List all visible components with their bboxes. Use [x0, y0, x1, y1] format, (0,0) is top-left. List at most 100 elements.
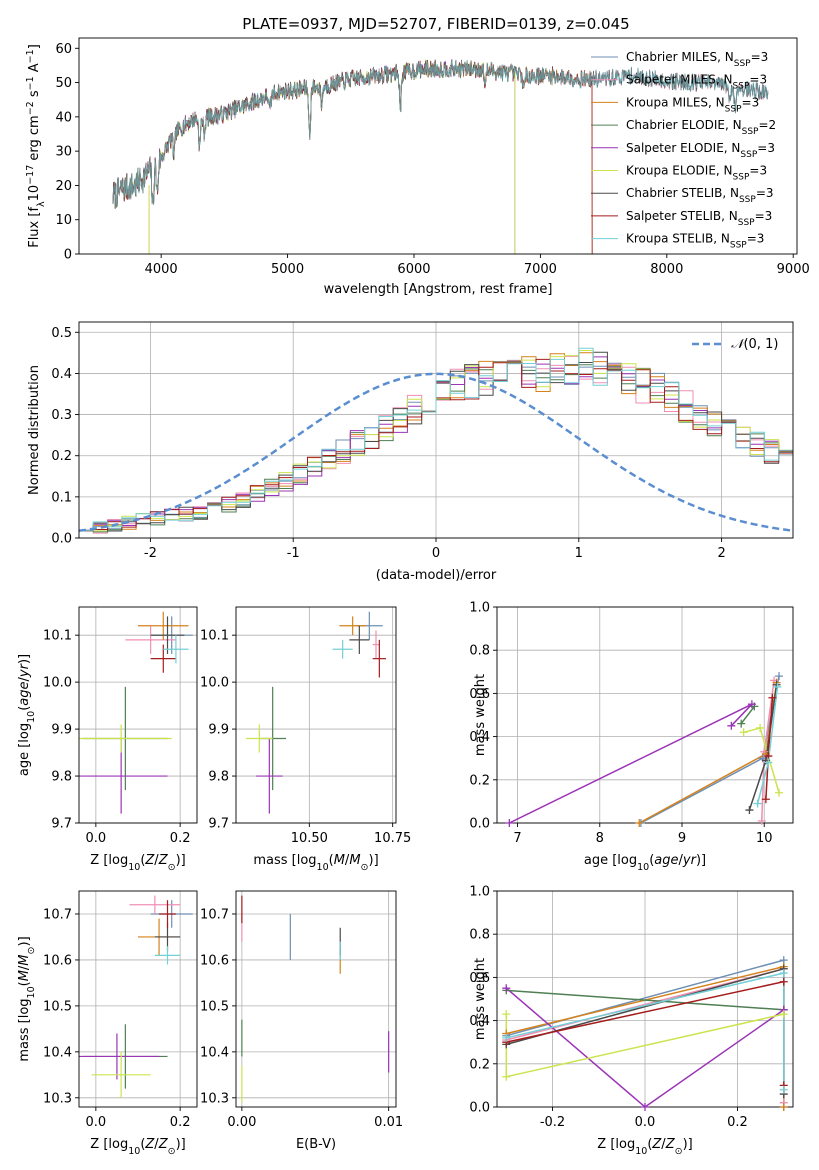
weight-marker	[779, 1010, 788, 1019]
y-tick-label: 10.5	[200, 999, 229, 1014]
y-tick-label: 10.6	[43, 953, 72, 968]
y-tick-label: 20	[55, 179, 72, 194]
y-tick-label: 40	[55, 110, 72, 125]
y-tick-label: 0.0	[51, 532, 72, 547]
spectrum-model-line	[112, 60, 593, 254]
legend-label: Kroupa STELIB, NSSP=3	[626, 232, 764, 251]
x-tick-label: 8	[596, 831, 604, 846]
age-vs-z-plot: 0.0 0.2 9.7 9.8 9.9 10.0 10.1	[43, 606, 198, 846]
x-tick-label: 9000	[777, 262, 810, 277]
weight-marker	[727, 721, 736, 730]
y-tick-label: 10.3	[200, 1091, 229, 1106]
weight-line	[506, 989, 784, 1011]
x-tick-label: 9	[678, 831, 686, 846]
weight-marker	[745, 806, 754, 815]
y-tick-label: 10	[55, 213, 72, 228]
x-axis-label: mass [log10(M/M⊙)]	[253, 853, 378, 873]
y-tick-label: 9.7	[51, 817, 72, 832]
y-tick-label: 9.7	[208, 817, 229, 832]
error-bar-point	[79, 724, 172, 753]
legend-label: Kroupa MILES, NSSP=3	[626, 95, 759, 114]
residuals-plot: -2 -1 0 1 2 0.0 0.1 0.2 0.3 0.4 0.5	[51, 321, 794, 561]
error-bar-point	[246, 724, 273, 753]
mass-vs-ebv-marks	[241, 895, 390, 1103]
y-tick-label: 0.1	[51, 490, 72, 505]
weight-marker	[756, 723, 765, 732]
error-bar-point	[349, 625, 370, 654]
y-tick-label: 9.9	[51, 723, 72, 738]
weight-marker	[768, 693, 777, 702]
legend-label: Salpeter STELIB, NSSP=3	[626, 209, 772, 228]
weight-marker	[761, 795, 770, 804]
axes-frame	[235, 890, 397, 1108]
y-tick-label: 0.0	[469, 1101, 490, 1116]
y-tick-label: 10.4	[43, 1045, 72, 1060]
x-axis-label: E(B-V)	[296, 1137, 336, 1152]
weight-line	[743, 727, 780, 794]
legend-label: Chabrier ELODIE, NSSP=2	[626, 118, 776, 137]
error-bar-point	[79, 1033, 160, 1080]
axes-frame	[235, 606, 397, 824]
spectrum-marks	[112, 59, 769, 254]
x-tick-label: 0.2	[170, 831, 191, 846]
y-tick-label: 0.3	[51, 408, 72, 423]
y-tick-label: 0.4	[51, 367, 72, 382]
y-tick-label: 0.4	[469, 730, 490, 745]
y-tick-label: 10.7	[200, 907, 229, 922]
spectrum-plot: 4000 5000 6000 7000 8000 9000 0 10 20 30 40 50 60	[55, 37, 810, 277]
axes-frame	[78, 37, 798, 255]
x-tick-label: 0.0	[635, 1115, 656, 1130]
y-tick-label: 0.2	[469, 773, 490, 788]
weight-marker	[753, 799, 762, 808]
weight-marker	[764, 758, 773, 767]
x-tick-label: 10.75	[374, 831, 411, 846]
x-tick-label: 2	[717, 546, 725, 561]
weight-marker	[502, 1033, 511, 1042]
legend-label: Salpeter ELODIE, NSSP=3	[626, 141, 775, 160]
weight-marker	[739, 728, 748, 737]
y-tick-label: 10.6	[200, 953, 229, 968]
weight-line	[740, 705, 755, 725]
x-axis-label: Z [log10(Z/Z⊙)]	[597, 1137, 692, 1157]
y-tick-label: 10.0	[200, 676, 229, 691]
residuals-marks	[79, 347, 793, 534]
x-tick-label: -1	[287, 546, 300, 561]
y-tick-label: 1.0	[469, 885, 490, 900]
error-bar-point	[339, 616, 366, 636]
y-tick-label: 10.3	[43, 1091, 72, 1106]
x-tick-label: 0.00	[227, 1115, 256, 1130]
x-axis-label: wavelength [Angstrom, rest frame]	[324, 282, 553, 297]
x-tick-label: 10.50	[291, 831, 328, 846]
weight-marker	[779, 1085, 788, 1094]
y-axis-label: age [log10(age/yr)]	[17, 654, 37, 776]
y-axis-label: mass weight	[473, 958, 488, 1040]
error-bar-point	[159, 900, 176, 928]
y-tick-label: 10.1	[43, 629, 72, 644]
y-tick-label: 9.8	[51, 770, 72, 785]
x-tick-label: 8000	[650, 262, 683, 277]
weight-marker	[775, 788, 784, 797]
legend-label: Salpeter MILES, NSSP=3	[626, 73, 767, 92]
x-tick-label: 0.0	[86, 1115, 107, 1130]
x-tick-label: 0	[432, 546, 440, 561]
legend: Chabrier MILES, NSSP=3 Salpeter MILES, NS…	[591, 50, 776, 251]
y-tick-label: 0.4	[469, 1014, 490, 1029]
weight-line	[638, 682, 778, 823]
histogram-series	[79, 359, 793, 532]
y-tick-label: 9.8	[208, 770, 229, 785]
y-tick-label: 0.6	[469, 971, 490, 986]
y-axis-label: mass [log10(M/M⊙)]	[17, 936, 37, 1061]
spectrum-data-line	[112, 59, 769, 209]
error-bar-point	[372, 639, 386, 678]
age-vs-mass-plot: 10.50 10.75 9.7 9.8 9.9 10.0 10.1	[200, 606, 411, 846]
mass-vs-ebv-plot: 0.00 0.01 10.3 10.4 10.5 10.6 10.7	[200, 890, 403, 1130]
x-axis-label: Z [log10(Z/Z⊙)]	[90, 1137, 185, 1157]
weight-marker	[737, 719, 746, 728]
error-bar-point	[332, 639, 353, 659]
y-tick-label: 9.9	[208, 723, 229, 738]
y-axis-label: mass weight	[473, 674, 488, 756]
y-tick-label: 10.7	[43, 907, 72, 922]
y-tick-label: 0	[64, 248, 72, 263]
weight-marker	[779, 977, 788, 986]
